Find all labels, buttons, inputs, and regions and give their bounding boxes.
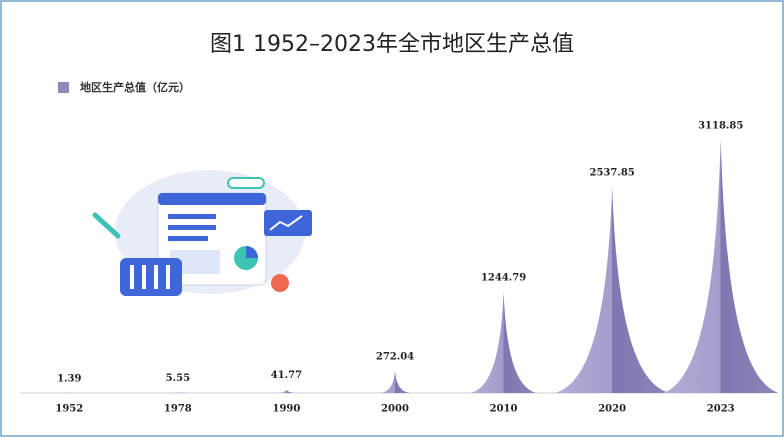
x-tick-label: 2020 bbox=[598, 404, 626, 415]
x-tick-label: 1978 bbox=[164, 404, 192, 415]
value-label: 5.55 bbox=[166, 373, 190, 384]
legend-swatch bbox=[58, 82, 69, 93]
x-tick-label: 2023 bbox=[707, 404, 735, 415]
value-label: 3118.85 bbox=[698, 121, 743, 132]
x-tick-label: 1952 bbox=[55, 404, 83, 415]
chart-title: 图1 1952–2023年全市地区生产总值 bbox=[210, 32, 574, 57]
x-tick-label: 2000 bbox=[381, 404, 409, 415]
value-label: 2537.85 bbox=[590, 168, 635, 179]
x-tick-label: 1990 bbox=[273, 404, 301, 415]
value-label: 1.39 bbox=[57, 373, 81, 384]
x-tick-label: 2010 bbox=[490, 404, 518, 415]
chart: 图1 1952–2023年全市地区生产总值 地区生产总值（亿元） 1952 1.39… bbox=[0, 0, 784, 437]
value-label: 1244.79 bbox=[481, 273, 526, 284]
value-label: 272.04 bbox=[376, 351, 414, 362]
value-label: 41.77 bbox=[271, 370, 302, 381]
legend-label: 地区生产总值（亿元） bbox=[80, 80, 190, 94]
